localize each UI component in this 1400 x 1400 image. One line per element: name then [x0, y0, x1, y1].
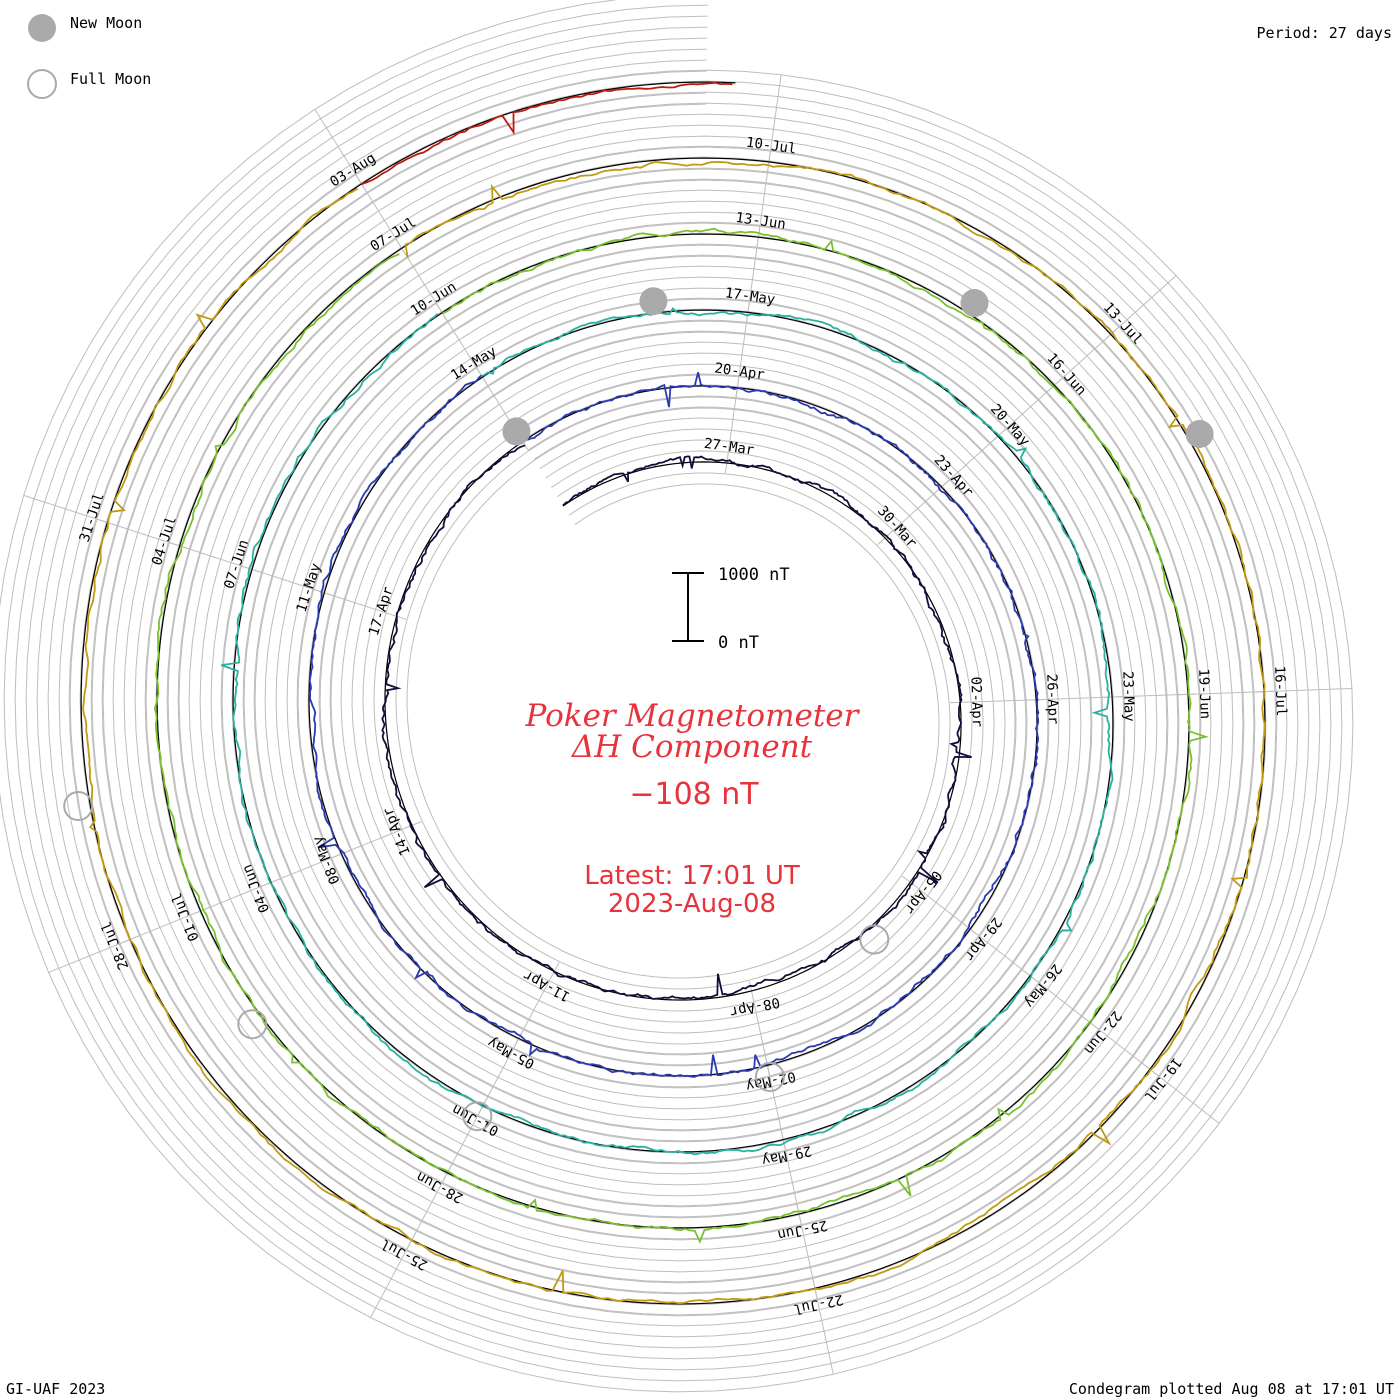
full-moon-marker — [63, 791, 94, 821]
date-label: 23-May — [1119, 671, 1137, 722]
radial-tick — [23, 494, 118, 527]
radial-tick — [1253, 687, 1352, 693]
baseline-spiral — [80, 81, 1266, 1305]
grid-ring — [102, 103, 1244, 1283]
date-label: 28-Jun — [414, 1168, 466, 1206]
radial-tick — [1103, 275, 1177, 342]
period-label: Period: 27 days — [1257, 24, 1392, 42]
date-label: 14-Apr — [380, 805, 414, 858]
latest-date: 2023-Aug-08 — [608, 889, 776, 919]
new-moon-icon — [28, 14, 56, 42]
radial-tick — [370, 1230, 417, 1318]
date-label: 17-Apr — [366, 585, 397, 638]
current-value: −108 nT — [629, 777, 759, 812]
date-label: 13-Jul — [1100, 300, 1146, 348]
full-moon-icon — [27, 69, 57, 99]
full-moon-marker — [859, 924, 890, 955]
grid-ring — [25, 26, 1321, 1360]
date-label: 03-Aug — [327, 150, 378, 190]
chart-title: Poker Magnetometer — [525, 698, 861, 734]
date-label: 01-Jul — [169, 890, 203, 943]
date-label: 07-Jul — [368, 215, 419, 255]
date-label: 22-Jul — [792, 1291, 845, 1317]
spiral-baselines — [80, 81, 1266, 1305]
series-line — [361, 81, 733, 185]
grid-ring — [3, 4, 1343, 1382]
new-moon-marker — [960, 289, 989, 317]
grid-ring — [69, 70, 1277, 1316]
series-line — [381, 444, 972, 1000]
full-moon-marker — [462, 1101, 493, 1132]
new-moon-marker — [502, 417, 531, 446]
moon-markers — [63, 287, 1214, 1132]
date-label: 16-Jul — [1271, 666, 1289, 717]
grid-ring — [14, 15, 1332, 1371]
full-moon-label: Full Moon — [70, 70, 151, 88]
grid-ring — [58, 59, 1288, 1327]
date-label: 17-May — [724, 285, 776, 308]
center-info: Poker Magnetometer ΔH Component −108 nT … — [525, 698, 861, 919]
data-traces — [82, 81, 1266, 1305]
date-label: 20-Apr — [713, 360, 765, 383]
new-moon-marker — [639, 287, 668, 316]
grid-ring — [80, 81, 1266, 1305]
date-label: 13-Jun — [735, 210, 787, 233]
date-label: 28-Jul — [99, 919, 133, 972]
date-label: 30-Mar — [874, 503, 920, 551]
grid-ring — [36, 37, 1310, 1349]
date-label: 08-May — [310, 833, 344, 886]
new-moon-label: New Moon — [70, 14, 142, 32]
grid-ring — [0, 0, 1354, 1393]
full-moon-marker — [754, 1062, 785, 1092]
date-label: 19-Jul — [1141, 1054, 1185, 1104]
series-line — [308, 372, 1040, 1078]
date-label: 26-May — [1021, 961, 1065, 1011]
scale-bottom-label: 0 nT — [718, 633, 759, 653]
grid-ring — [91, 92, 1255, 1294]
footer-timestamp: Condegram plotted Aug 08 at 17:01 UT — [1069, 1380, 1394, 1398]
scale-bar: 1000 nT 0 nT — [672, 565, 790, 653]
legend: New Moon Full Moon — [27, 14, 151, 99]
latest-time: Latest: 17:01 UT — [584, 861, 800, 891]
radial-tick — [48, 935, 140, 973]
date-label: 01-Jun — [449, 1101, 501, 1139]
date-label: 27-Mar — [703, 436, 755, 459]
radial-tick — [812, 1278, 834, 1375]
radial-tick — [1141, 1062, 1220, 1124]
full-moon-marker — [237, 1009, 268, 1040]
date-label: 16-Jun — [1043, 350, 1089, 398]
series-line — [82, 160, 1266, 1305]
date-label: 25-Jun — [776, 1217, 829, 1243]
date-label: 14-May — [448, 343, 499, 383]
date-label: 10-Jun — [408, 279, 459, 319]
radial-tick — [314, 109, 368, 193]
date-label: 26-Apr — [1043, 674, 1061, 725]
date-label: 22-Jun — [1081, 1008, 1125, 1058]
date-label: 25-Jul — [378, 1235, 430, 1273]
new-moon-marker — [1185, 420, 1214, 448]
date-label: 23-Apr — [931, 452, 977, 500]
date-label: 02-Apr — [967, 676, 985, 727]
series-line — [153, 227, 1209, 1244]
date-label: 11-Apr — [521, 967, 573, 1005]
footer-credit: GI-UAF 2023 — [6, 1380, 105, 1398]
chart-subtitle: ΔH Component — [571, 729, 813, 765]
date-label: 19-Jun — [1195, 668, 1213, 719]
date-label: 10-Jul — [745, 135, 797, 158]
grid-ring — [47, 48, 1299, 1338]
date-label: 29-Apr — [961, 914, 1005, 964]
scale-top-label: 1000 nT — [718, 565, 790, 585]
date-label: 08-Apr — [728, 994, 781, 1020]
radial-tick — [767, 74, 782, 172]
date-label: 04-Jun — [239, 862, 273, 915]
date-label: 20-May — [987, 401, 1033, 449]
series-line — [220, 307, 1114, 1156]
